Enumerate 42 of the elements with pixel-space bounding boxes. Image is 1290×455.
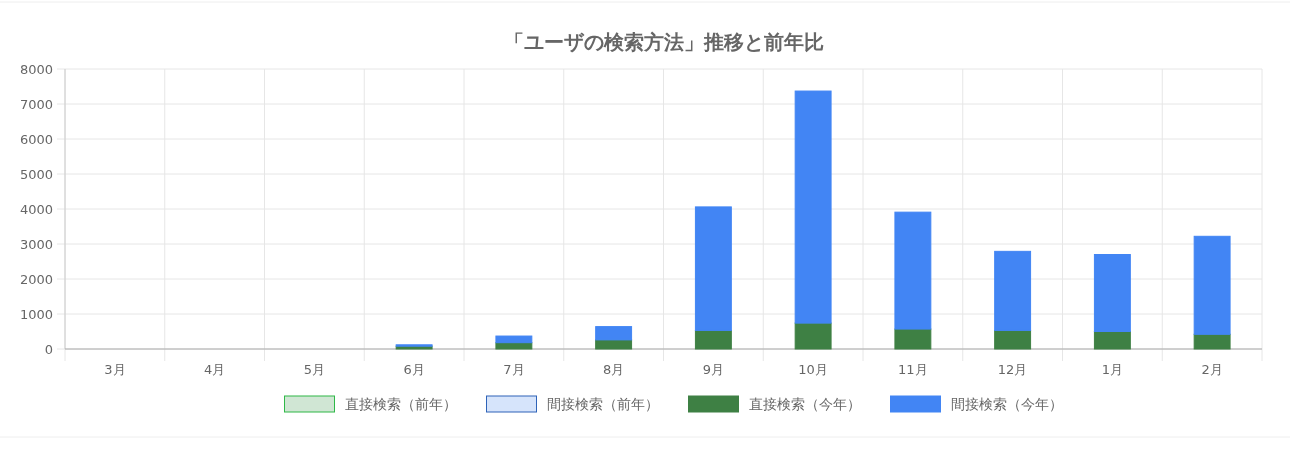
- bar: [595, 339, 633, 350]
- bar: [894, 211, 932, 330]
- bar: [495, 342, 533, 350]
- x-tick-label: 3月: [104, 362, 126, 377]
- legend-label: 間接検索（前年）: [546, 396, 659, 412]
- bar: [794, 90, 832, 324]
- x-tick-label: 5月: [303, 362, 326, 377]
- x-tick-label: 7月: [503, 362, 525, 377]
- legend-label: 直接検索（今年）: [748, 396, 861, 412]
- y-tick-label: 7000: [19, 96, 53, 112]
- x-tick-label: 10月: [798, 362, 828, 377]
- bar: [794, 322, 832, 350]
- x-tick-label: 9月: [702, 362, 725, 377]
- bar: [1193, 333, 1231, 350]
- x-tick-label: 6月: [403, 362, 425, 377]
- bar: [894, 328, 932, 350]
- bar: [994, 250, 1032, 331]
- y-tick-label: 8000: [19, 61, 53, 77]
- y-tick-label: 0: [44, 341, 53, 357]
- legend-label: 直接検索（前年）: [344, 396, 457, 412]
- x-tick-label: 8月: [602, 362, 625, 377]
- y-tick-label: 3000: [19, 236, 53, 252]
- bar: [994, 329, 1032, 350]
- x-tick-label: 11月: [898, 362, 928, 377]
- bar: [595, 326, 633, 341]
- bar: [1093, 254, 1131, 332]
- y-tick-label: 1000: [19, 306, 53, 322]
- chart-title: 「ユーザの検索方法」推移と前年比: [503, 30, 824, 54]
- y-tick-label: 4000: [19, 201, 53, 217]
- bar: [495, 335, 533, 344]
- x-tick-label: 4月: [203, 362, 226, 377]
- bar: [1193, 235, 1231, 335]
- x-tick-label: 2月: [1201, 362, 1223, 377]
- bar: [694, 329, 732, 350]
- x-tick-label: 1月: [1101, 362, 1124, 377]
- legend-label: 間接検索（今年）: [950, 396, 1063, 412]
- bar: [1093, 331, 1131, 350]
- y-tick-label: 5000: [19, 166, 53, 182]
- y-tick-label: 2000: [19, 271, 53, 287]
- bar: [694, 206, 732, 331]
- y-tick-label: 6000: [19, 131, 53, 147]
- x-tick-label: 12月: [997, 362, 1028, 377]
